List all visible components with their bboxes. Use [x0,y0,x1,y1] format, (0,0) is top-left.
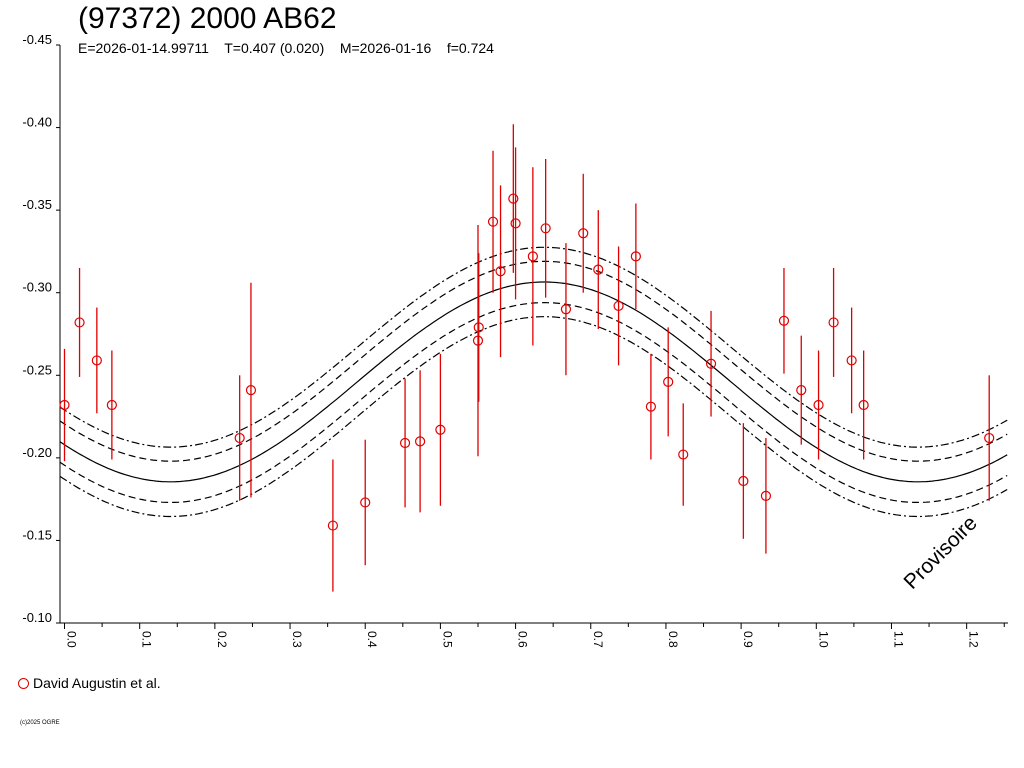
data-point [705,358,717,369]
data-point [508,193,519,204]
x-tick-label: 1.1 [891,631,905,648]
data-point [415,436,426,447]
data-point [234,432,245,444]
data-point [527,251,538,262]
period-label: T=0.407 (0.020) [224,40,325,56]
data-point [399,437,411,449]
x-tick-label: 1.2 [967,631,981,648]
y-tick-label: -0.30 [22,280,52,295]
data-point [540,223,551,234]
data-point [846,355,857,366]
x-tick-label: 1.0 [816,631,830,648]
f-label: f=0.724 [446,40,494,56]
x-tick-label: 0.0 [65,631,79,648]
x-tick-label: 0.6 [516,631,530,648]
x-tick-label: 0.7 [591,631,605,648]
data-point [327,520,338,531]
data-point [487,216,499,227]
legend-marker-icon [18,677,29,689]
data-point [495,266,506,277]
data-point [593,264,604,275]
x-tick-label: 0.5 [440,631,454,648]
y-tick-label: -0.15 [22,527,52,542]
x-tick-label: 0.4 [365,631,379,648]
data-point [813,399,824,411]
data-point [778,315,790,326]
data-point [828,317,839,328]
y-tick-label: -0.10 [22,610,52,625]
x-tick-label: 0.2 [215,631,229,648]
chart-title: (97372) 2000 AB62 [78,2,337,35]
data-point [360,497,371,508]
data-point [245,385,257,396]
data-point [760,490,772,501]
y-tick-label: -0.45 [22,32,52,47]
model-band-outer-lower [59,316,1008,518]
data-point [510,218,521,229]
legend: David Augustin et al. [18,675,161,691]
data-point [472,335,484,346]
model-band-inner-upper [59,260,1008,462]
y-tick-label: -0.35 [22,197,52,212]
epoch-label: E=2026-01-14.99711 [78,40,209,56]
data-point [630,251,641,262]
y-tick-label: -0.40 [22,115,52,130]
y-tick-label: -0.25 [22,362,52,377]
data-point [473,322,484,333]
date-label: M=2026-01-16 [339,40,432,56]
data-point [560,304,572,315]
y-tick-label: -0.20 [22,445,52,460]
data-point [738,475,749,487]
data-point [678,449,689,460]
model-curve [59,281,1008,483]
x-tick-label: 0.1 [140,631,154,648]
data-point [435,424,446,435]
data-point [91,355,102,366]
data-point [106,399,117,411]
copyright-note: (c)2025 OGRE [20,720,60,726]
data-point [578,228,589,239]
data-point [645,401,657,412]
model-band-outer-upper [59,246,1008,448]
data-point [613,300,624,312]
data-point [858,399,869,411]
data-point [984,432,995,444]
legend-label: David Augustin et al. [33,675,161,691]
x-tick-label: 0.8 [666,631,680,648]
data-point [59,399,70,411]
data-point [796,385,807,396]
data-point [74,317,85,328]
model-band-inner-lower [59,301,1008,503]
x-tick-label: 0.9 [741,631,755,648]
data-point [663,376,674,387]
x-tick-label: 0.3 [290,631,304,648]
chart-parameters: E=2026-01-14.99711 T=0.407 (0.020) M=202… [78,40,494,56]
